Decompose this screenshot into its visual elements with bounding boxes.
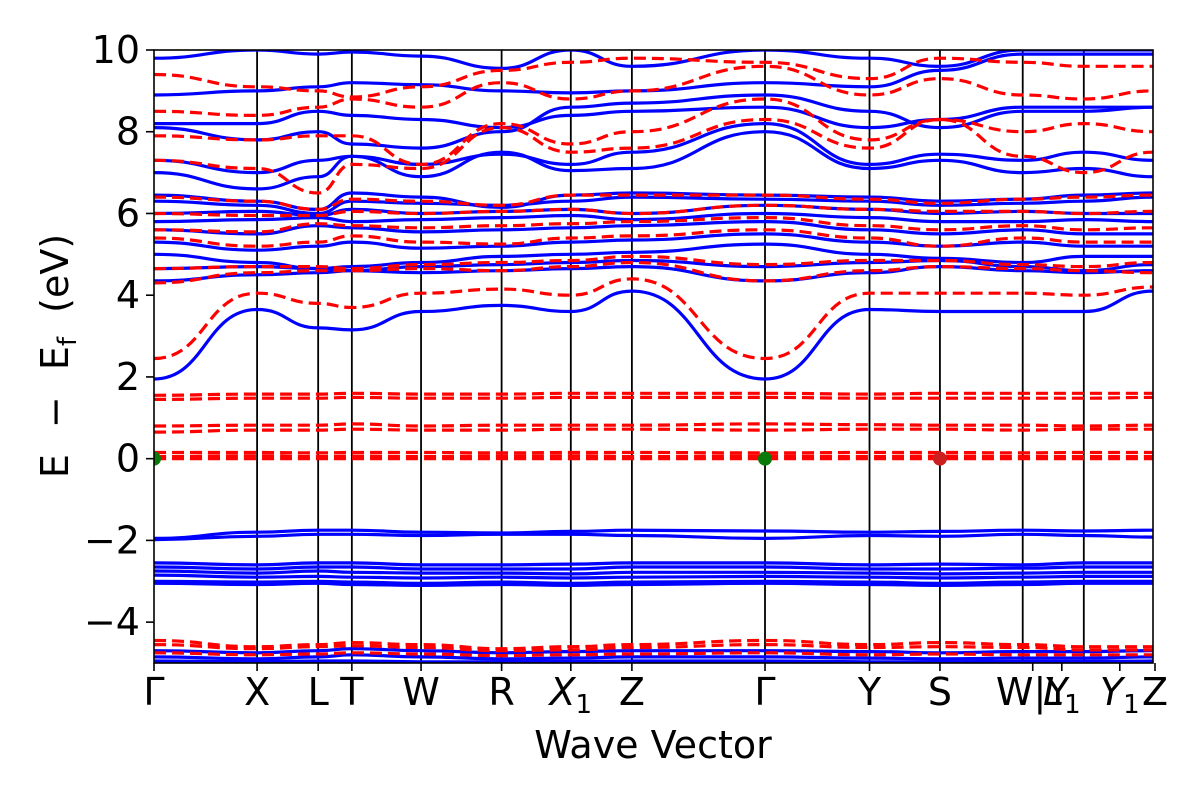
y-tick-label: −4 [84, 600, 140, 644]
kpath-label: X [244, 670, 270, 714]
band-line-spin-up [154, 579, 1153, 585]
band-line-spin-up [154, 532, 1153, 542]
y-tick-label: 2 [116, 355, 140, 399]
band-line-spin-up [154, 289, 1153, 381]
band-line-spin-down [154, 215, 1153, 234]
band-line-spin-down [154, 638, 1153, 651]
band-line-spin-up [154, 232, 1153, 252]
band-line-spin-down [154, 427, 1153, 434]
y-tick-label: 8 [116, 110, 140, 154]
kpath-label: Y1 [1100, 670, 1140, 720]
kpath-label: W|Y [996, 670, 1070, 715]
kpath-label: T [339, 670, 364, 714]
y-tick-label: 4 [116, 273, 140, 317]
band-line-spin-up [154, 659, 1153, 663]
plot-frame [153, 49, 1154, 664]
band-lines [154, 50, 1153, 663]
band-line-spin-down [154, 228, 1153, 248]
band-line-spin-down [154, 56, 1153, 99]
band-line-spin-up [154, 195, 1153, 216]
y-tick-label: 10 [92, 28, 140, 72]
band-line-spin-down [154, 117, 1153, 195]
band-line-spin-up [154, 264, 1153, 283]
fermi-point-marker [154, 451, 161, 466]
kpath-label: R [488, 670, 514, 714]
band-line-spin-down [154, 395, 1153, 401]
kpath-label: X1 [548, 670, 593, 720]
kpath-label: Z [619, 670, 645, 714]
kpath-label: Y [857, 670, 882, 714]
kpath-label: S [928, 670, 952, 714]
y-tick-label: 6 [116, 191, 140, 235]
band-line-spin-down [154, 193, 1153, 212]
band-line-spin-up [154, 565, 1153, 571]
band-line-spin-up [154, 647, 1153, 655]
y-axis-title-unit: (eV) [33, 234, 77, 313]
y-axis-title-ef: E [33, 346, 77, 370]
band-line-spin-up [154, 105, 1153, 130]
kpath-label: Z [1142, 670, 1168, 714]
y-axis-title-ef-subscript: f [53, 336, 83, 346]
band-line-spin-down [154, 651, 1153, 658]
band-line-spin-up [154, 561, 1153, 567]
y-tick-label: −2 [84, 518, 140, 562]
band-line-spin-down [154, 97, 1153, 167]
y-tick-label: 0 [116, 437, 140, 481]
band-line-spin-down [154, 277, 1153, 361]
band-line-spin-down [154, 260, 1153, 285]
fermi-point-marker [932, 451, 947, 466]
kpath-label: Γ [754, 670, 775, 714]
band-line-spin-up [154, 242, 1153, 271]
kpath-label: W [402, 670, 440, 714]
fermi-markers [154, 451, 947, 466]
band-line-spin-down [154, 64, 1153, 118]
band-line-spin-up [154, 219, 1153, 236]
band-line-spin-up [154, 569, 1153, 576]
y-axis-ticks: −4 −2 0 2 4 6 8 10 [84, 28, 154, 644]
band-line-spin-up [154, 211, 1153, 224]
y-axis-title: E − Ef (eV) [33, 234, 85, 478]
kpath-label: L [308, 670, 329, 714]
band-line-spin-down [154, 642, 1153, 653]
x-axis-title: Wave Vector [534, 723, 772, 767]
fermi-point-marker [758, 451, 773, 466]
band-line-spin-up [154, 130, 1153, 191]
y-axis-title-e: E [33, 454, 77, 478]
kpath-label: L1 [1043, 670, 1081, 720]
band-line-spin-up [154, 581, 1153, 588]
band-line-spin-up [154, 573, 1153, 580]
high-symmetry-lines [256, 50, 1085, 663]
band-line-spin-down [154, 391, 1153, 397]
kpath-label: Γ [143, 670, 164, 714]
band-line-spin-up [154, 653, 1153, 661]
band-line-spin-down [154, 203, 1153, 218]
band-line-spin-down [154, 422, 1153, 428]
band-line-spin-down [154, 254, 1153, 271]
band-line-spin-down [154, 454, 1153, 459]
band-line-spin-up [154, 121, 1153, 175]
band-line-spin-up [154, 93, 1153, 150]
band-line-spin-up [154, 50, 1153, 71]
y-axis-title-minus: − [33, 396, 77, 428]
band-line-spin-up [154, 528, 1153, 540]
x-axis-ticks: Γ X L T W R X1 Z Γ Y S W|YL1 Y1 Z [143, 663, 1168, 720]
